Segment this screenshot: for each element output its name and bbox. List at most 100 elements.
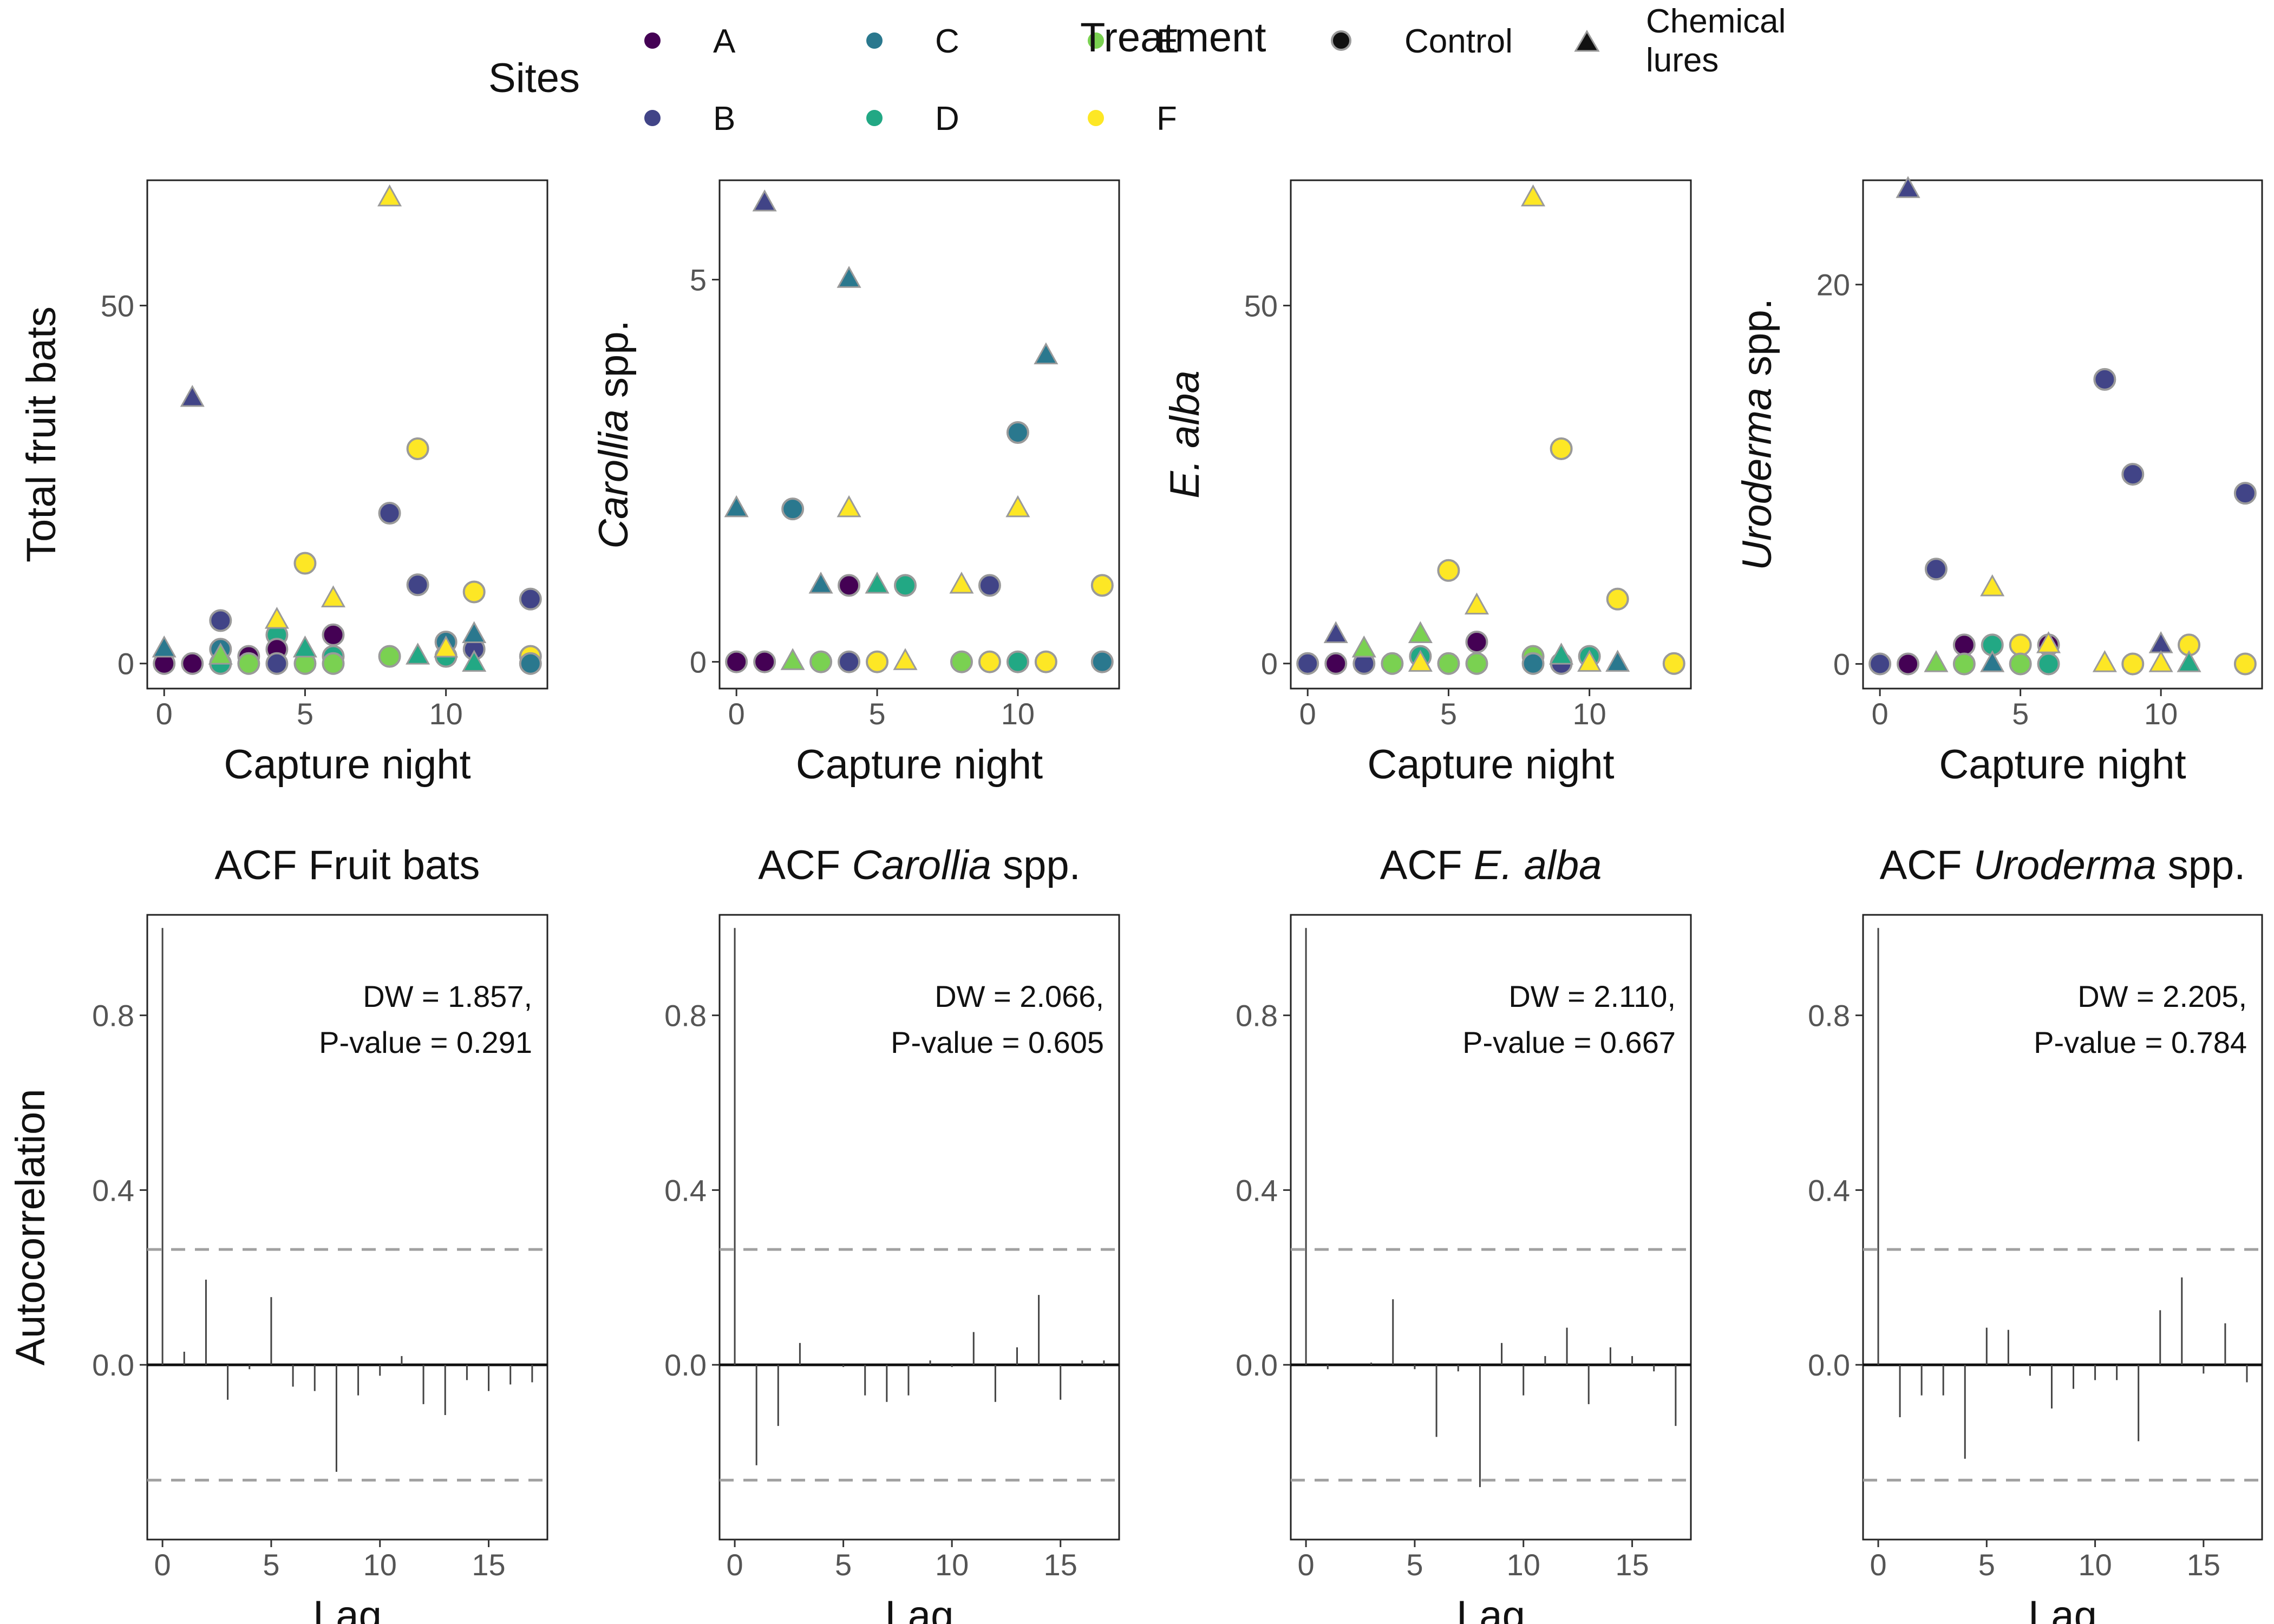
scatter-ealba-xlabel: Capture night: [1367, 742, 1614, 788]
acf-ealba-xtick-label: 15: [1615, 1548, 1649, 1582]
point-triangle: [1982, 576, 2003, 595]
point-circle: [1954, 653, 1975, 674]
point-circle: [1325, 653, 1346, 674]
point-triangle: [1925, 652, 1947, 671]
legend-site-C-key: [866, 32, 883, 49]
scatter-uroderma-ylabel-part-1: spp.: [1734, 298, 1780, 388]
scatter-total-ytick-label: 0: [117, 647, 134, 681]
point-circle: [1551, 438, 1572, 459]
point-circle: [464, 581, 485, 602]
legend-treatment-title: Treatment: [1080, 15, 1266, 61]
acf-ealba-xtick-label: 5: [1406, 1548, 1423, 1582]
scatter-carollia-ytick-label: 0: [690, 645, 707, 679]
point-circle: [2122, 653, 2143, 674]
acf-total-title-part-0: ACF Fruit bats: [215, 842, 480, 888]
legend-site-F-label: F: [1156, 100, 1177, 137]
scatter-ealba-ytick-label: 0: [1261, 647, 1278, 681]
scatter-ealba-ylabel-part-0: E. alba: [1162, 370, 1208, 499]
scatter-carollia-xtick-label: 10: [1001, 697, 1035, 731]
scatter-uroderma-xtick-label: 5: [2012, 697, 2029, 731]
point-triangle: [379, 186, 401, 206]
scatter-total-xtick-label: 5: [297, 697, 313, 731]
point-triangle: [1522, 186, 1544, 206]
point-circle: [1664, 653, 1684, 674]
point-circle: [1466, 632, 1487, 652]
acf-carollia-xtick-label: 0: [726, 1548, 743, 1582]
point-circle: [182, 653, 202, 674]
point-circle: [1008, 652, 1028, 672]
point-triangle: [322, 587, 344, 606]
acf-ealba-title-part-1: E. alba: [1474, 842, 1602, 888]
acf-ealba-ytick-label: 0.0: [1236, 1348, 1278, 1382]
acf-carollia-xtick-label: 5: [835, 1548, 852, 1582]
scatter-uroderma-ylabel: Uroderma spp.: [1734, 298, 1780, 571]
point-circle: [520, 653, 541, 674]
point-triangle: [2150, 652, 2172, 671]
panel-scatter-carollia: 0 5 10 0 5 Capture night Carollia spp.: [591, 180, 1119, 788]
acf-carollia-annotation-dw: DW = 2.066,: [935, 979, 1104, 1013]
acf-uroderma-ytick-label: 0.8: [1808, 999, 1850, 1033]
point-circle: [1954, 634, 1975, 655]
point-circle: [295, 553, 315, 574]
legend: SitesABCDEFTreatment ControlChemicallures: [488, 3, 1786, 137]
acf-carollia-ytick-label: 0.4: [664, 1173, 707, 1207]
acf-total-xtick-label: 0: [154, 1548, 171, 1582]
acf-uroderma-ytick-label: 0.4: [1808, 1173, 1850, 1207]
scatter-ealba-xtick-label: 10: [1572, 697, 1606, 731]
point-triangle: [1607, 651, 1629, 671]
point-triangle: [294, 637, 316, 657]
point-triangle: [810, 573, 832, 593]
point-triangle: [266, 608, 287, 628]
point-triangle: [1982, 652, 2003, 671]
acf-carollia-ytick-label: 0.0: [664, 1348, 707, 1382]
point-circle: [380, 646, 400, 666]
point-triangle: [1466, 594, 1487, 614]
acf-total-xtick-label: 5: [263, 1548, 279, 1582]
scatter-carollia-frame: [720, 180, 1119, 689]
acf-uroderma-annotation-dw: DW = 2.205,: [2077, 979, 2247, 1013]
acf-ealba-title-part-0: ACF: [1380, 842, 1474, 888]
scatter-uroderma-xtick-label: 10: [2144, 697, 2178, 731]
scatter-total-xlabel: Capture night: [224, 742, 471, 788]
point-circle: [238, 653, 259, 674]
acf-uroderma-xtick-label: 5: [1978, 1548, 1995, 1582]
legend-lures-label-2: lures: [1646, 42, 1718, 79]
point-triangle: [1035, 344, 1057, 363]
acf-ealba-ytick-label: 0.8: [1236, 999, 1278, 1033]
scatter-carollia-ylabel-part-1: spp.: [591, 320, 637, 409]
acf-total-title: ACF Fruit bats: [215, 842, 480, 888]
scatter-ealba-ylabel: E. alba: [1162, 370, 1208, 499]
point-circle: [520, 589, 541, 610]
scatter-total-xtick-label: 10: [429, 697, 462, 731]
point-circle: [754, 652, 775, 672]
panels: 0 5 10050Capture nightTotal fruit bats0 5 10…: [8, 178, 2262, 1624]
acf-uroderma-xtick-label: 0: [1870, 1548, 1886, 1582]
scatter-uroderma-ylabel-part-0: Uroderma: [1734, 388, 1780, 571]
legend-control-key: [1332, 31, 1350, 50]
point-triangle: [407, 644, 429, 664]
scatter-carollia-xtick-label: 5: [868, 697, 885, 731]
point-circle: [1092, 575, 1113, 595]
acf-total-xlabel: Lag: [313, 1593, 382, 1624]
scatter-carollia-xtick-label: 0: [728, 697, 745, 731]
legend-site-C-label: C: [935, 23, 959, 60]
point-circle: [1438, 653, 1459, 674]
point-circle: [1438, 560, 1459, 581]
legend-control-label: Control: [1404, 23, 1513, 60]
acf-uroderma-xtick-label: 15: [2187, 1548, 2220, 1582]
acf-total-annotation-p: P-value = 0.291: [319, 1025, 532, 1059]
point-circle: [2122, 464, 2143, 484]
acf-total-ytick-label: 0.8: [92, 999, 134, 1033]
scatter-carollia-xlabel: Capture night: [796, 742, 1043, 788]
panel-scatter-total: 0 5 10 0 50 Capture night Total fruit bats: [18, 180, 547, 788]
point-circle: [1466, 653, 1487, 674]
point-circle: [726, 652, 747, 672]
scatter-ealba-frame: [1291, 180, 1691, 689]
scatter-total-ylabel: Total fruit bats: [18, 306, 64, 562]
point-circle: [408, 574, 428, 595]
legend-site-D-label: D: [935, 100, 959, 137]
legend-lures-label-1: Chemical: [1646, 3, 1786, 40]
point-circle: [1008, 422, 1028, 443]
scatter-total-ytick-label: 50: [101, 289, 134, 323]
acf-ealba-xtick-label: 0: [1298, 1548, 1315, 1582]
